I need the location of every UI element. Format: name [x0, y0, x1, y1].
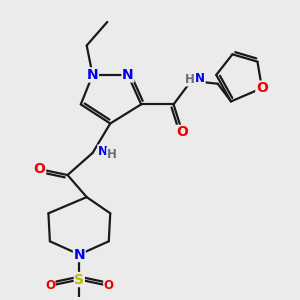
Text: O: O [45, 279, 55, 292]
Text: H: H [185, 73, 195, 86]
Text: N: N [122, 68, 134, 82]
Text: O: O [256, 81, 268, 95]
Text: O: O [104, 279, 114, 292]
Text: S: S [74, 273, 84, 286]
Text: N: N [98, 145, 108, 158]
Text: N: N [87, 68, 98, 82]
Text: O: O [176, 125, 188, 139]
Text: N: N [195, 72, 205, 85]
Text: H: H [107, 148, 117, 161]
Text: O: O [34, 162, 46, 176]
Text: N: N [74, 248, 85, 262]
